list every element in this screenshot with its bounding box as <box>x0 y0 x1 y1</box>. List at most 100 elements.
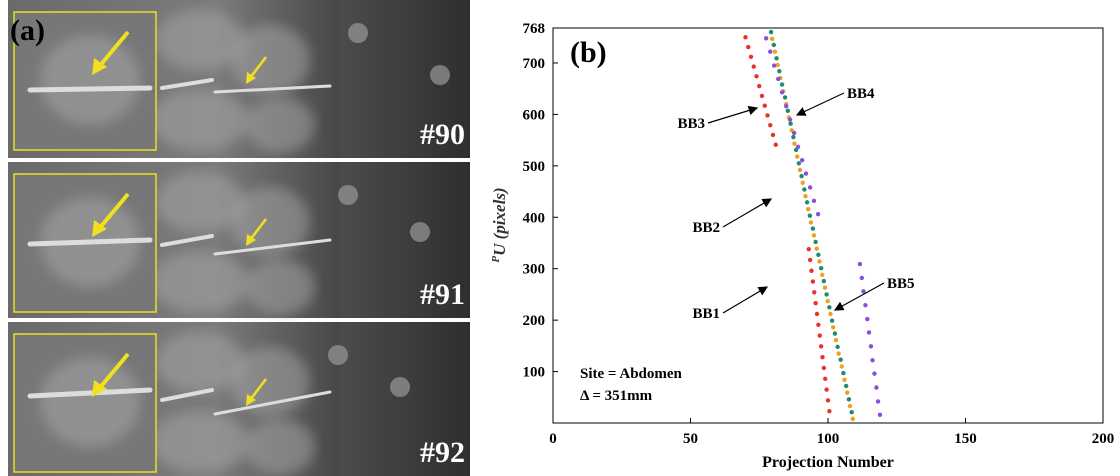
bone <box>245 97 315 153</box>
marker-wire <box>27 85 153 93</box>
data-point <box>870 358 875 363</box>
data-point <box>863 303 868 308</box>
yellow-arrow <box>96 352 130 392</box>
marker-wire <box>160 78 214 90</box>
data-point <box>824 387 829 392</box>
plot-frame <box>552 27 1104 424</box>
note: Site = Abdomen <box>580 366 683 382</box>
yellow-arrowhead <box>246 394 256 406</box>
marker-wire <box>27 387 153 399</box>
data-point <box>754 74 759 79</box>
data-point <box>763 36 769 41</box>
data-point <box>810 226 816 231</box>
x-tick-label: 50 <box>683 431 698 447</box>
data-point <box>771 63 777 68</box>
y-tick-label: 768 <box>523 21 546 37</box>
data-point <box>768 123 773 128</box>
x-tick-label: 150 <box>954 431 977 447</box>
data-point <box>847 403 853 409</box>
data-point <box>765 113 770 118</box>
data-point <box>861 289 866 294</box>
bb-marker <box>328 345 348 365</box>
note: Δ = 351mm <box>580 388 653 404</box>
data-point <box>841 370 846 376</box>
xray-frame: #91 <box>8 162 470 318</box>
data-point <box>835 344 840 350</box>
data-point <box>866 330 872 335</box>
data-point <box>825 398 831 403</box>
data-point <box>774 56 779 61</box>
bone <box>150 252 250 312</box>
data-point <box>845 390 850 395</box>
data-point <box>775 62 780 68</box>
data-point <box>829 318 835 323</box>
data-point <box>748 54 754 60</box>
data-point <box>800 180 805 186</box>
annotation: BB3 <box>677 116 705 132</box>
data-point <box>779 90 785 95</box>
x-axis-label: Projection Number <box>762 454 894 471</box>
data-point <box>769 36 775 42</box>
bb-marker <box>338 185 358 205</box>
data-point <box>817 333 822 338</box>
data-point <box>808 220 814 225</box>
image-panel: #90 #91 #92 (a) <box>8 0 470 476</box>
y-tick-label: 500 <box>523 159 546 175</box>
data-point <box>813 239 818 245</box>
yellow-arrow <box>249 56 267 79</box>
data-point <box>807 213 813 218</box>
data-point <box>850 416 855 422</box>
data-point <box>821 278 827 284</box>
bb-marker <box>390 377 410 397</box>
data-point <box>807 257 813 263</box>
data-point <box>813 300 818 306</box>
xray-frame: #92 <box>8 322 470 476</box>
data-point <box>795 144 801 150</box>
bone <box>155 10 245 70</box>
data-point <box>772 49 778 54</box>
data-point <box>784 103 789 109</box>
data-point <box>797 167 803 173</box>
data-point <box>822 285 828 290</box>
data-point <box>817 259 822 264</box>
data-point <box>768 29 774 35</box>
data-point <box>875 399 881 404</box>
data-point <box>842 377 847 382</box>
annotation-arrow <box>722 198 773 228</box>
data-point <box>849 409 854 415</box>
data-point <box>814 311 820 317</box>
data-point <box>831 325 836 330</box>
bone <box>245 259 315 315</box>
annotation: BB4 <box>847 86 875 102</box>
y-tick-label: 200 <box>523 313 546 329</box>
inset-bone <box>40 357 140 447</box>
data-point <box>814 246 819 251</box>
y-axis-label: PU (pixels) <box>490 187 509 262</box>
data-point <box>771 42 777 48</box>
annotation-arrow <box>833 282 885 311</box>
data-point <box>804 200 810 205</box>
data-point <box>820 354 825 360</box>
yellow-arrowhead <box>92 58 107 75</box>
data-point <box>821 365 827 371</box>
data-point <box>872 371 877 376</box>
data-point <box>802 187 807 192</box>
data-point <box>836 351 841 356</box>
yellow-arrowhead <box>246 72 256 84</box>
annotation: BB1 <box>692 306 720 322</box>
data-point <box>799 157 805 163</box>
frame-number: #91 <box>420 278 465 311</box>
data-point <box>816 252 821 258</box>
data-point <box>812 290 817 295</box>
frame-number: #90 <box>420 118 465 151</box>
panel-label: (b) <box>570 36 607 69</box>
yellow-arrow <box>249 378 267 401</box>
y-tick-label: 100 <box>523 365 546 381</box>
data-point <box>762 103 767 108</box>
data-point <box>806 246 811 252</box>
data-point <box>777 69 782 74</box>
soft-tissue <box>340 322 470 476</box>
data-point <box>782 95 788 100</box>
data-point <box>859 275 865 281</box>
data-point <box>839 364 844 369</box>
